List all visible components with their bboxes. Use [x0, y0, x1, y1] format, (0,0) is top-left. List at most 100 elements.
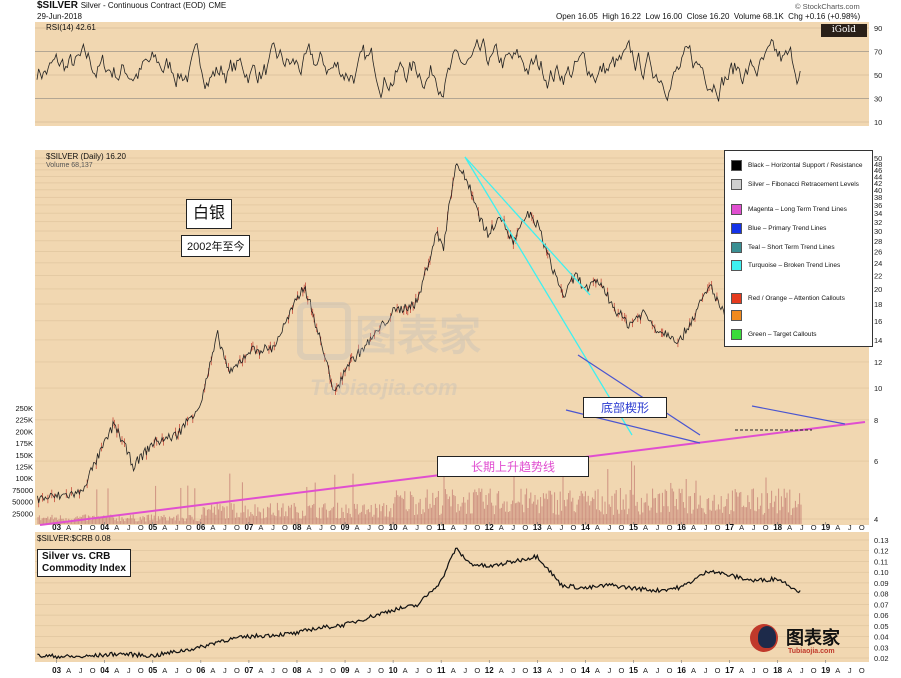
- legend-swatch: [731, 222, 742, 234]
- legend-label: Black – Horizontal Support / Resistance: [748, 161, 863, 169]
- price-x-month-label: O: [186, 523, 192, 532]
- price-tick-label: 6: [874, 457, 878, 466]
- ratio-x-month-label: A: [547, 666, 552, 675]
- price-x-month-label: J: [367, 523, 371, 532]
- ratio-x-month-label: A: [835, 666, 840, 675]
- ratio-x-month-label: O: [90, 666, 96, 675]
- ratio-x-month-label: J: [319, 666, 323, 675]
- ratio-x-month-label: O: [667, 666, 673, 675]
- price-x-month-label: J: [223, 523, 227, 532]
- turquoise-broken-trendline-2: [464, 156, 591, 296]
- volume-tick-label: 125K: [15, 463, 33, 472]
- header-watermark: © StockCharts.com: [795, 2, 860, 11]
- ratio-x-month-label: A: [162, 666, 167, 675]
- legend-swatch: [731, 159, 742, 171]
- price-tick-label: 12: [874, 358, 882, 367]
- price-x-month-label: O: [715, 523, 721, 532]
- ratio-x-month-label: J: [511, 666, 515, 675]
- ratio-x-month-label: O: [522, 666, 528, 675]
- watermark-en: Tubiaojia.com: [310, 375, 458, 400]
- blue-triangle-top: [751, 405, 846, 425]
- price-x-month-label: O: [522, 523, 528, 532]
- volume-tick-label: 175K: [15, 439, 33, 448]
- volume-label: Volume 68,137: [46, 162, 93, 169]
- price-x-month-label: J: [127, 523, 131, 532]
- rsi-tick-label: 90: [874, 24, 882, 33]
- ratio-x-year-label: 13: [533, 666, 542, 675]
- price-x-year-label: 16: [677, 523, 686, 532]
- legend-swatch: [731, 203, 742, 215]
- price-x-month-label: A: [306, 523, 311, 532]
- price-x-year-label: 05: [148, 523, 157, 532]
- price-x-year-label: 18: [773, 523, 782, 532]
- price-x-year-label: 04: [100, 523, 109, 532]
- rsi-tick-label: 70: [874, 48, 882, 57]
- ratio-x-month-label: J: [559, 666, 563, 675]
- footer-logo-icon-inner: [758, 626, 776, 648]
- price-x-month-label: A: [403, 523, 408, 532]
- price-tick-label: 14: [874, 336, 882, 345]
- ratio-x-month-label: A: [355, 666, 360, 675]
- volume-tick-label: 200K: [15, 427, 33, 436]
- ratio-tick-label: 0.13: [874, 536, 889, 545]
- ratio-x-month-label: O: [619, 666, 625, 675]
- price-tick-label: 30: [874, 227, 882, 236]
- ratio-x-month-label: O: [234, 666, 240, 675]
- ratio-x-month-label: O: [426, 666, 432, 675]
- price-tick-label: 48: [874, 160, 882, 169]
- ratio-x-month-label: J: [127, 666, 131, 675]
- wedge-label-box: 底部楔形: [583, 397, 667, 418]
- ratio-x-month-label: O: [859, 666, 865, 675]
- price-x-year-label: 19: [821, 523, 830, 532]
- ratio-x-year-label: 03: [52, 666, 61, 675]
- price-tick-label: 50: [874, 154, 882, 163]
- ratio-x-month-label: A: [114, 666, 119, 675]
- trendline-label: 长期上升趋势线: [470, 460, 555, 474]
- price-x-year-label: 08: [293, 523, 302, 532]
- ratio-x-year-label: 10: [389, 666, 398, 675]
- price-tick-label: 18: [874, 300, 882, 309]
- legend-item: [731, 309, 748, 321]
- price-x-year-label: 09: [341, 523, 350, 532]
- price-x-month-label: O: [378, 523, 384, 532]
- price-tick-label: 10: [874, 384, 882, 393]
- ratio-tick-label: 0.04: [874, 633, 889, 642]
- ratio-x-month-label: O: [811, 666, 817, 675]
- ratio-tick-label: 0.08: [874, 590, 889, 599]
- ratio-x-year-label: 14: [581, 666, 590, 675]
- ratio-x-month-label: O: [715, 666, 721, 675]
- header-desc: Silver - Continuous Contract (EOD): [80, 1, 206, 10]
- rsi-tick-label: 50: [874, 71, 882, 80]
- legend-label: Magenta – Long Term Trend Lines: [748, 205, 847, 213]
- igold-logo-text: iGold: [831, 25, 857, 35]
- price-x-month-label: J: [415, 523, 419, 532]
- volume-tick-label: 50000: [12, 498, 33, 507]
- price-x-month-label: A: [66, 523, 71, 532]
- price-tick-label: 20: [874, 285, 882, 294]
- ratio-x-month-label: J: [608, 666, 612, 675]
- price-x-year-label: 15: [629, 523, 638, 532]
- legend-label: Green – Target Callouts: [748, 330, 817, 338]
- legend-swatch: [731, 241, 742, 253]
- ratio-x-month-label: O: [474, 666, 480, 675]
- price-x-month-label: J: [79, 523, 83, 532]
- rsi-label: RSI(14) 42.61: [46, 23, 96, 32]
- price-tick-label: 24: [874, 259, 882, 268]
- price-x-year-label: 10: [389, 523, 398, 532]
- ratio-x-month-label: J: [415, 666, 419, 675]
- price-x-year-label: 17: [725, 523, 734, 532]
- ratio-x-year-label: 12: [485, 666, 494, 675]
- volume-tick-label: 75000: [12, 486, 33, 495]
- price-x-month-label: J: [319, 523, 323, 532]
- ratio-x-month-label: A: [306, 666, 311, 675]
- legend-swatch: [731, 292, 742, 304]
- price-tick-label: 46: [874, 166, 882, 175]
- igold-logo: iGold: [821, 24, 867, 37]
- ratio-x-year-label: 06: [196, 666, 205, 675]
- title-box: 白银: [186, 199, 232, 229]
- price-tick-label: 26: [874, 247, 882, 256]
- ratio-x-month-label: J: [752, 666, 756, 675]
- ratio-x-year-label: 07: [244, 666, 253, 675]
- watermark-logo: 图表家 Tubiaojia.com: [297, 302, 481, 400]
- price-x-month-label: O: [570, 523, 576, 532]
